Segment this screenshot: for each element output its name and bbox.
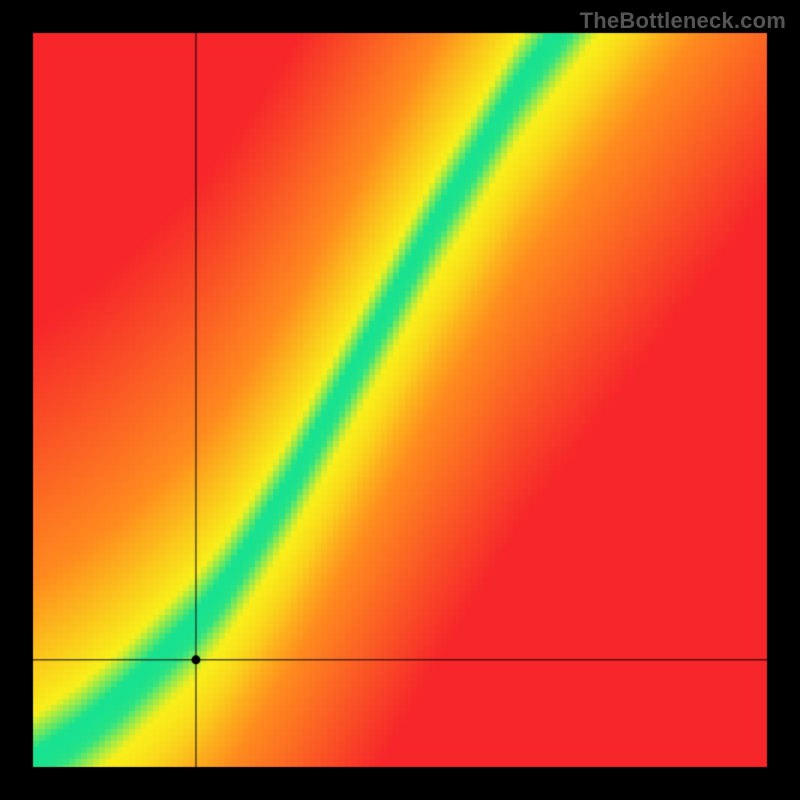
figure-container: TheBottleneck.com [0, 0, 800, 800]
bottleneck-heatmap [0, 0, 800, 800]
watermark-text: TheBottleneck.com [580, 8, 786, 34]
